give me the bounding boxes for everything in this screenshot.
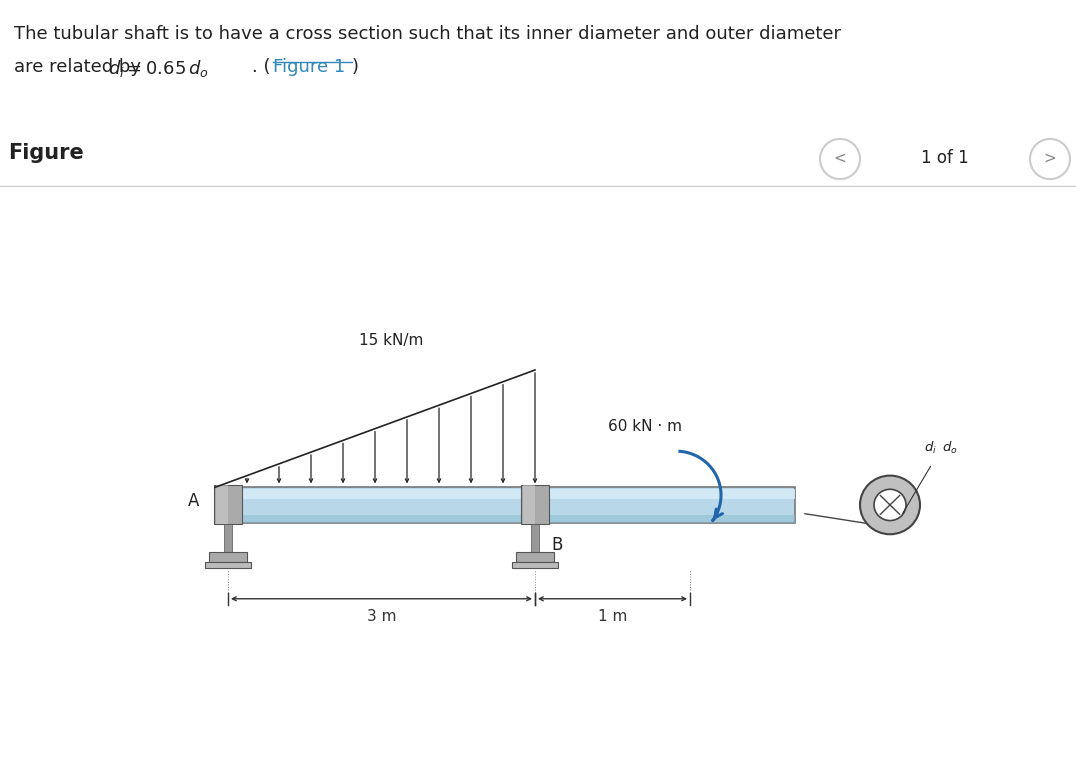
Circle shape <box>874 489 906 520</box>
Text: 3 m: 3 m <box>367 609 396 623</box>
Bar <box>516 552 554 562</box>
Bar <box>206 562 251 568</box>
Text: $d_i$: $d_i$ <box>924 440 937 456</box>
Text: 60 kN · m: 60 kN · m <box>608 419 682 433</box>
Text: Figure: Figure <box>8 143 84 163</box>
Text: B: B <box>551 536 563 554</box>
Text: A: A <box>187 492 199 510</box>
Bar <box>521 485 549 524</box>
Text: $d_i = 0.65\,d_o$: $d_i = 0.65\,d_o$ <box>108 58 209 79</box>
Text: 15 kN/m: 15 kN/m <box>358 334 423 348</box>
Bar <box>224 524 232 552</box>
Bar <box>215 487 795 523</box>
Bar <box>512 562 558 568</box>
Text: <: < <box>834 151 847 166</box>
Bar <box>216 485 228 524</box>
Text: Figure 1: Figure 1 <box>273 58 345 76</box>
Bar <box>215 516 795 523</box>
Bar <box>209 552 247 562</box>
Text: The tubular shaft is to have a cross section such that its inner diameter and ou: The tubular shaft is to have a cross sec… <box>14 25 841 43</box>
Bar <box>214 485 242 524</box>
Text: 1 of 1: 1 of 1 <box>921 149 968 167</box>
Text: >: > <box>1044 151 1057 166</box>
Bar <box>523 485 535 524</box>
Text: $d_o$: $d_o$ <box>942 440 958 456</box>
Text: are related by: are related by <box>14 58 146 76</box>
Text: ): ) <box>352 58 359 76</box>
Bar <box>530 524 539 552</box>
Text: 1 m: 1 m <box>598 609 627 623</box>
Text: . (: . ( <box>252 58 270 76</box>
Circle shape <box>860 475 920 534</box>
Bar <box>215 489 795 499</box>
